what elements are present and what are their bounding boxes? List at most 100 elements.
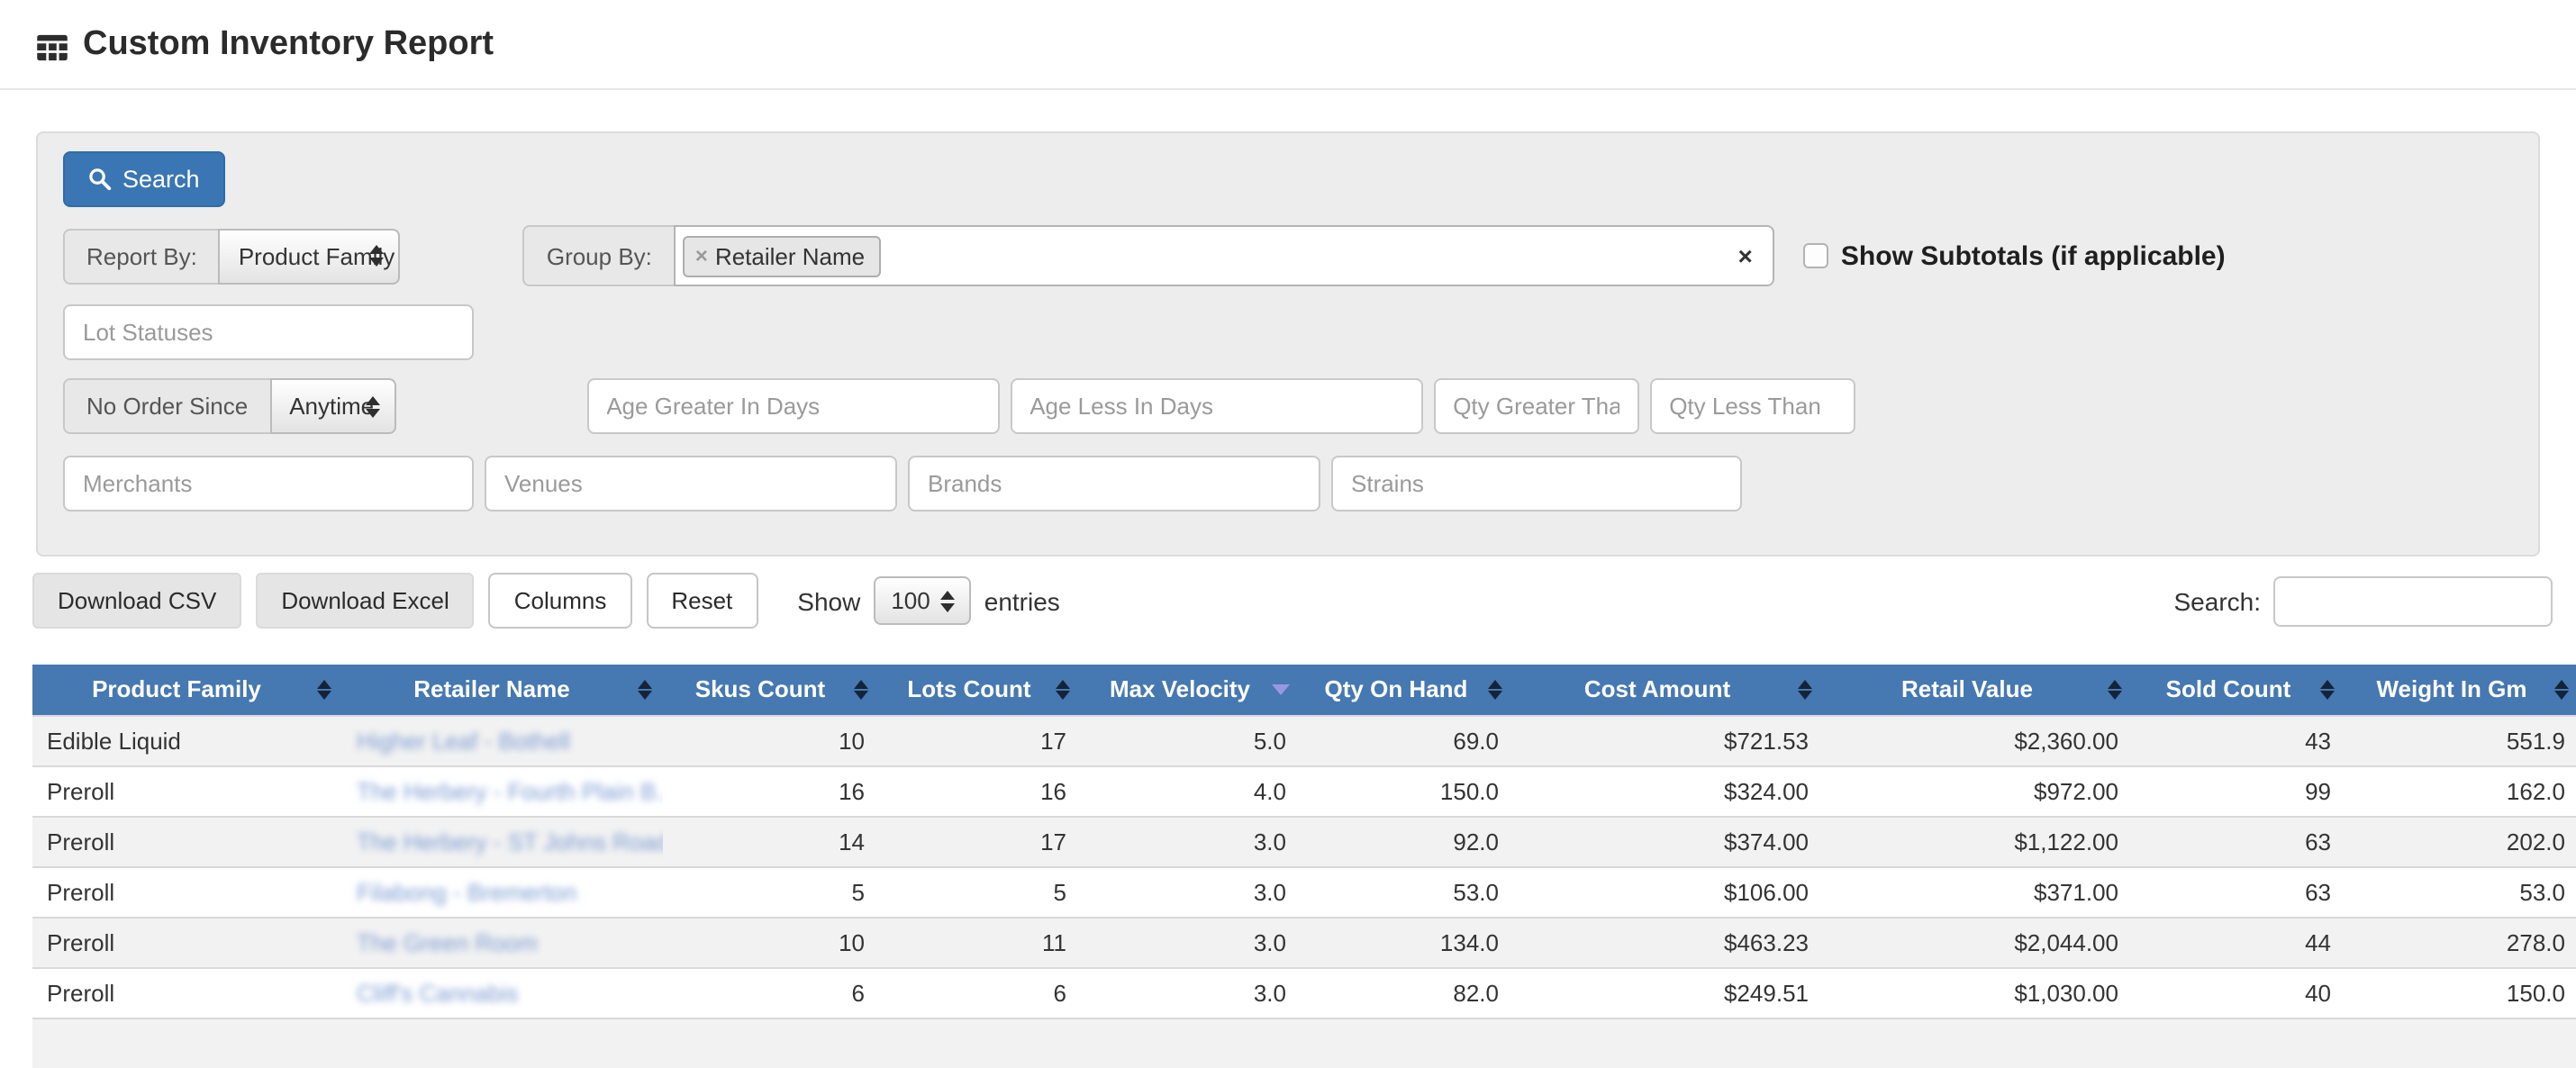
cell-max-velocity: 3.0 — [1081, 865, 1301, 917]
table-row: Edible Liquid Higher Leaf - Bothell 10 17 5.… — [32, 714, 2576, 765]
table-toolbar: Download CSV Download Excel Columns Rese… — [32, 573, 2553, 629]
entries-value: 100 — [891, 587, 930, 614]
cell-sold-count: 44 — [2133, 916, 2345, 967]
age-greater-input[interactable] — [586, 378, 1000, 434]
columns-button[interactable]: Columns — [488, 573, 632, 629]
column-label: Retailer Name — [413, 675, 570, 703]
cell-lots-count: 17 — [879, 714, 1081, 765]
search-button[interactable]: Search — [63, 151, 225, 207]
report-table: Product Family Retailer Name Skus Count Lot… — [32, 665, 2576, 1068]
table-search-label: Search: — [2173, 586, 2262, 615]
search-button-label: Search — [122, 166, 200, 193]
show-entries-control: Show 100 entries — [797, 576, 1060, 625]
column-header-skus-count[interactable]: Skus Count — [663, 665, 879, 715]
cell-cost-amount: $106.00 — [1513, 865, 1823, 917]
show-subtotals-label: Show Subtotals (if applicable) — [1840, 240, 2226, 271]
cell-retailer-name: The Herbery - ST Johns Road — [342, 815, 663, 866]
table-row: Preroll Cliff's Cannabis 6 6 3.0 82.0 $249.51 $… — [32, 966, 2576, 1018]
sort-both-icon — [2320, 679, 2335, 700]
cell-product-family: Preroll — [32, 966, 342, 1018]
report-by-select[interactable]: Product Family — [218, 228, 401, 284]
table-row: Preroll The Herbery - ST Johns Road 14 17 3.… — [32, 815, 2576, 866]
merchants-input[interactable] — [63, 456, 474, 511]
toolbar-left: Download CSV Download Excel Columns Rese… — [32, 573, 1060, 629]
cell-weight-in-gm: 551.9 — [2345, 714, 2576, 765]
column-header-retail-value[interactable]: Retail Value — [1823, 665, 2133, 715]
lot-statuses-input[interactable] — [63, 304, 474, 360]
column-label: Cost Amount — [1583, 675, 1731, 703]
show-subtotals-control: Show Subtotals (if applicable) — [1802, 240, 2226, 271]
cell-qty-on-hand: 134.0 — [1301, 916, 1513, 967]
cell-skus-count: 10 — [663, 714, 879, 765]
venues-input[interactable] — [485, 456, 897, 511]
group-by-clear-icon[interactable]: × — [1737, 241, 1753, 270]
cell-retail-value: $2,044.00 — [1823, 916, 2133, 967]
table-search-input[interactable] — [2273, 575, 2553, 626]
cell-qty-on-hand: 92.0 — [1301, 815, 1513, 866]
no-order-since-select[interactable]: Anytime — [269, 378, 396, 434]
cell-sold-count: 99 — [2133, 765, 2345, 816]
group-by-input[interactable]: × Retailer Name × — [673, 225, 1774, 286]
cell-product-family: Preroll — [32, 865, 342, 917]
no-order-since-group: No Order Since Anytime — [63, 378, 396, 434]
column-header-lots-count[interactable]: Lots Count — [879, 665, 1081, 715]
report-by-group: Report By: Product Family — [63, 228, 401, 284]
sort-both-icon — [1488, 679, 1502, 700]
table-icon — [36, 33, 68, 60]
column-header-cost-amount[interactable]: Cost Amount — [1513, 665, 1823, 715]
report-by-label: Report By: — [63, 228, 221, 284]
no-order-since-label: No Order Since — [63, 378, 272, 434]
retailer-link[interactable]: Filabong - Bremerton — [357, 878, 577, 905]
download-excel-button[interactable]: Download Excel — [256, 573, 475, 629]
cell-skus-count: 16 — [663, 765, 879, 816]
retailer-link[interactable]: The Herbery - ST Johns Road — [357, 828, 663, 855]
sort-both-icon — [1798, 679, 1812, 700]
column-header-max-velocity[interactable]: Max Velocity — [1081, 665, 1301, 715]
group-by-group: Group By: × Retailer Name × — [522, 225, 1774, 286]
column-label: Max Velocity — [1109, 675, 1251, 703]
show-label: Show — [797, 586, 861, 615]
strains-input[interactable] — [1331, 456, 1742, 511]
cell-cost-amount: $324.00 — [1513, 765, 1823, 816]
column-label: Lots Count — [907, 675, 1031, 703]
qty-less-input[interactable] — [1649, 378, 1855, 434]
column-label: Retail Value — [1901, 675, 2033, 703]
page-title: Custom Inventory Report — [36, 25, 2540, 65]
retailer-link[interactable]: The Green Room — [357, 928, 538, 955]
qty-greater-input[interactable] — [1433, 378, 1639, 434]
cell-max-velocity: 5.0 — [1081, 714, 1301, 765]
cell-qty-on-hand: 53.0 — [1301, 865, 1513, 917]
reset-button[interactable]: Reset — [646, 573, 758, 629]
entries-select[interactable]: 100 — [873, 576, 972, 625]
column-header-qty-on-hand[interactable]: Qty On Hand — [1301, 665, 1513, 715]
column-label: Sold Count — [2165, 675, 2291, 703]
table-header-row: Product Family Retailer Name Skus Count Lot… — [32, 665, 2576, 715]
sort-both-icon — [854, 679, 868, 700]
brands-input[interactable] — [908, 456, 1320, 511]
cell-retail-value: $1,030.00 — [1823, 966, 2133, 1018]
sort-both-icon — [2108, 679, 2122, 700]
group-by-tag-label: Retailer Name — [714, 242, 866, 269]
cell-retailer-name: Filabong - Bremerton — [342, 865, 663, 917]
age-less-input[interactable] — [1010, 378, 1423, 434]
page-title-text: Custom Inventory Report — [83, 25, 494, 63]
column-header-retailer-name[interactable]: Retailer Name — [342, 665, 663, 715]
cell-qty-on-hand: 150.0 — [1301, 765, 1513, 816]
download-csv-button[interactable]: Download CSV — [32, 573, 242, 629]
cell-lots-count: 5 — [879, 865, 1081, 917]
select-caret-icon — [940, 590, 956, 611]
column-header-weight-in-gm[interactable]: Weight In Gm — [2345, 665, 2576, 715]
column-header-sold-count[interactable]: Sold Count — [2133, 665, 2345, 715]
column-header-product-family[interactable]: Product Family — [32, 665, 342, 715]
cell-retail-value: $972.00 — [1823, 765, 2133, 816]
cell-retail-value: $371.00 — [1823, 865, 2133, 917]
retailer-link[interactable]: The Herbery - Fourth Plain B... — [357, 777, 663, 804]
retailer-link[interactable]: Cliff's Cannabis — [357, 979, 519, 1006]
tag-remove-icon[interactable]: × — [694, 243, 708, 268]
show-subtotals-checkbox[interactable] — [1802, 243, 1828, 268]
sort-desc-icon — [1272, 683, 1290, 695]
cell-lots-count: 17 — [879, 815, 1081, 866]
group-by-label: Group By: — [522, 225, 676, 286]
cell-cost-amount: $463.23 — [1513, 916, 1823, 967]
retailer-link[interactable]: Higher Leaf - Bothell — [357, 727, 571, 754]
